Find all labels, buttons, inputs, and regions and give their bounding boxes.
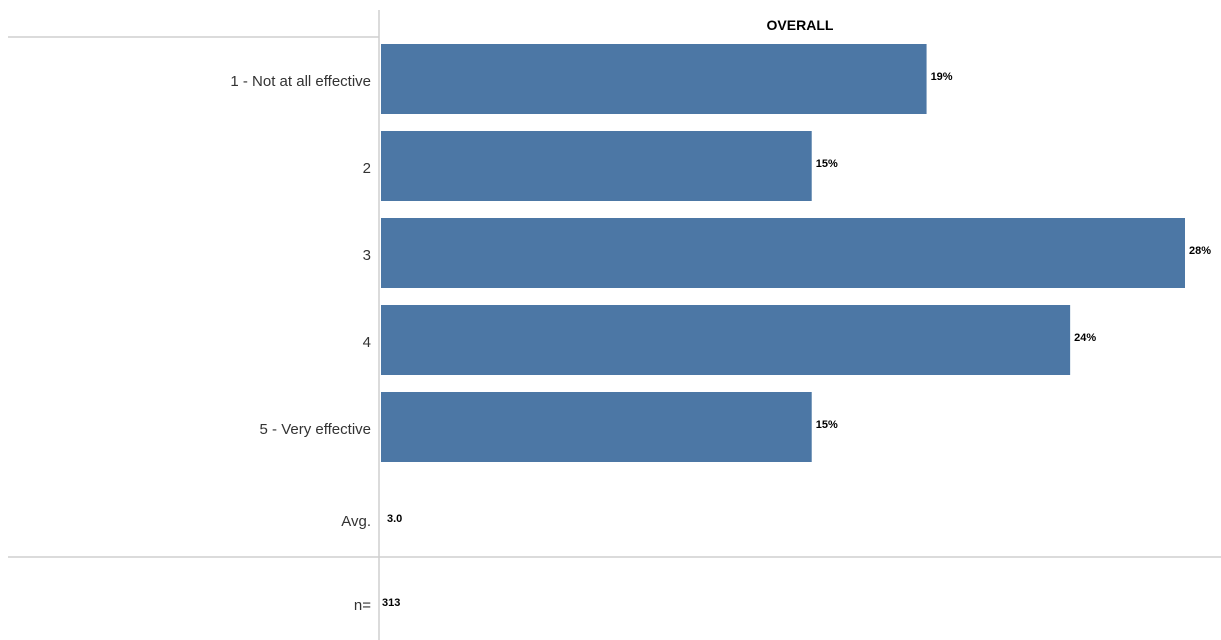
category-label-1: 1 - Not at all effective — [230, 73, 371, 90]
n-value: 313 — [382, 597, 400, 609]
category-label-2: 2 — [363, 160, 371, 177]
n-label: n= — [354, 597, 371, 614]
avg-label: Avg. — [341, 513, 371, 530]
category-label-3: 3 — [363, 247, 371, 264]
bars-group: 1 - Not at all effective 19% 2 15% 3 28% 4 24% 5… — [230, 44, 1211, 462]
value-label-5: 15% — [816, 419, 838, 431]
bar-1 — [381, 44, 927, 114]
value-label-2: 15% — [816, 158, 838, 170]
avg-value: 3.0 — [387, 513, 402, 525]
bar-4 — [381, 305, 1071, 375]
bar-5 — [381, 392, 812, 462]
category-label-5: 5 - Very effective — [260, 421, 371, 438]
bar-3 — [381, 218, 1185, 288]
value-label-3: 28% — [1189, 245, 1211, 257]
value-label-4: 24% — [1074, 332, 1096, 344]
category-label-4: 4 — [363, 334, 371, 351]
bar-2 — [381, 131, 812, 201]
value-label-1: 19% — [931, 71, 953, 83]
chart-title: OVERALL — [767, 17, 834, 33]
